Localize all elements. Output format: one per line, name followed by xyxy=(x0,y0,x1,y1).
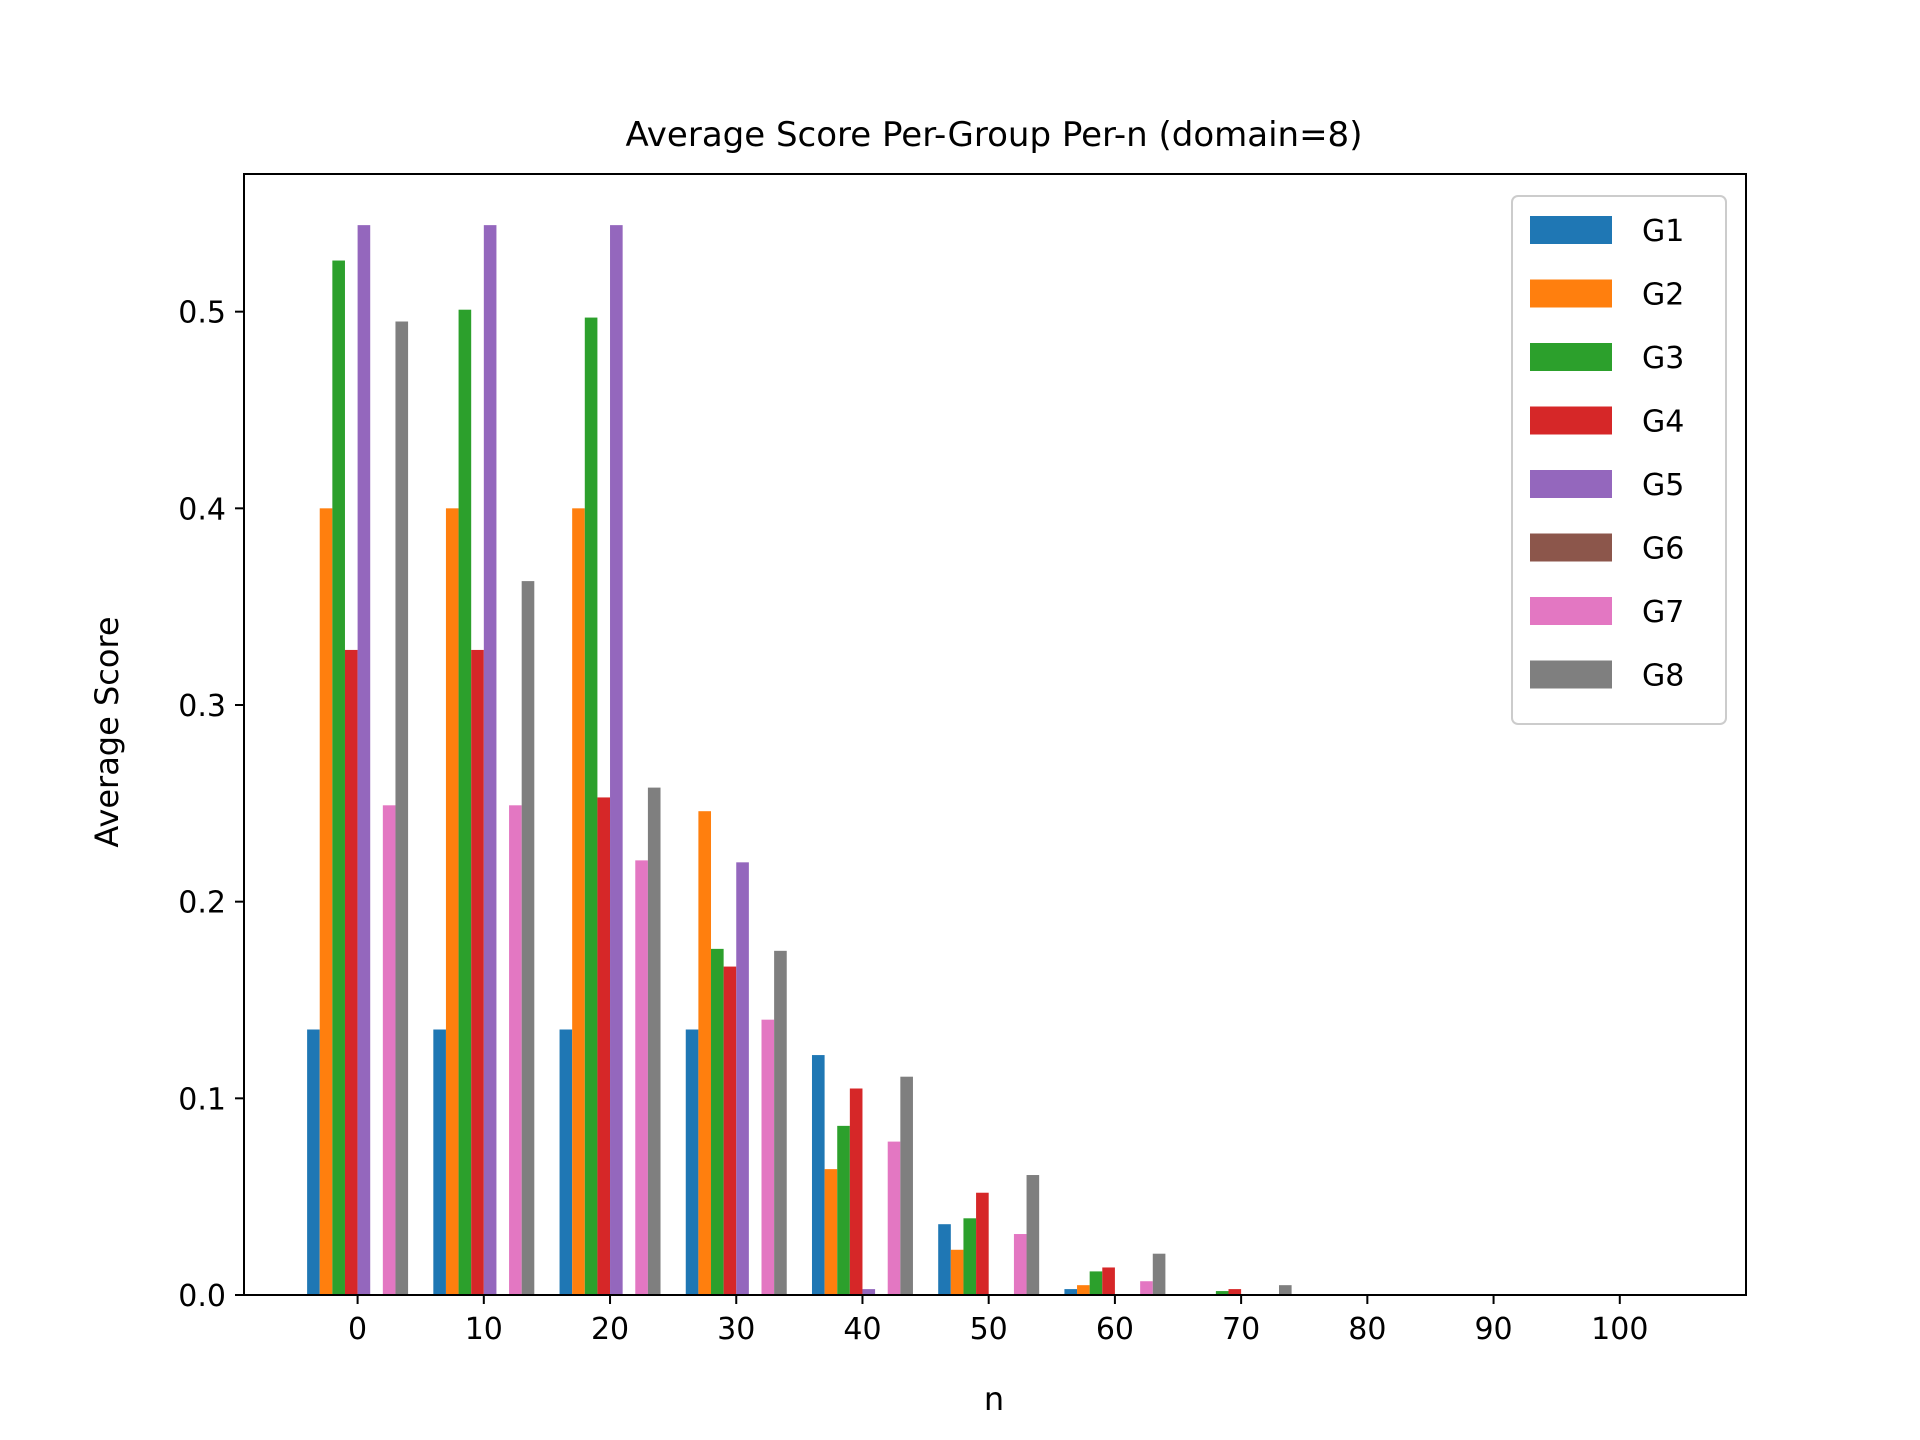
bar-g3-n0 xyxy=(332,260,345,1295)
bars-layer xyxy=(307,225,1292,1296)
bar-g1-n60 xyxy=(1064,1289,1078,1295)
bar-g4-n20 xyxy=(597,797,611,1295)
legend-label-g1: G1 xyxy=(1642,214,1684,249)
bar-g3-n30 xyxy=(711,948,724,1295)
bar-g4-n30 xyxy=(723,966,737,1295)
bar-g2-n20 xyxy=(572,508,585,1296)
bar-g8-n20 xyxy=(647,787,661,1295)
legend-label-g4: G4 xyxy=(1642,405,1684,440)
legend: G1 G2 G3 G4 G5 G6 G7 G8 xyxy=(1511,195,1727,725)
x-tick-label: 40 xyxy=(843,1312,881,1347)
bar-g1-n20 xyxy=(559,1029,573,1295)
bar-g8-n70 xyxy=(1278,1285,1292,1295)
bar-g7-n60 xyxy=(1140,1281,1153,1295)
x-tick-label: 90 xyxy=(1474,1312,1512,1347)
bar-g7-n20 xyxy=(635,860,648,1295)
plot-frame xyxy=(243,173,1747,1296)
bar-g8-n50 xyxy=(1026,1175,1040,1295)
legend-swatch-g4 xyxy=(1530,406,1612,435)
bar-g8-n40 xyxy=(900,1076,913,1295)
legend-swatch-g1 xyxy=(1530,216,1612,244)
legend-swatch-g7 xyxy=(1530,597,1612,625)
bar-g5-n40 xyxy=(862,1289,876,1295)
bar-g7-n30 xyxy=(761,1019,775,1295)
bar-g3-n10 xyxy=(458,309,472,1295)
legend-label-g3: G3 xyxy=(1642,341,1684,376)
bar-g2-n0 xyxy=(319,508,333,1296)
bar-g4-n70 xyxy=(1228,1289,1242,1295)
bar-g4-n50 xyxy=(976,1192,989,1295)
bar-g3-n70 xyxy=(1215,1291,1229,1295)
bar-g4-n0 xyxy=(344,649,358,1295)
x-tick-label: 50 xyxy=(970,1312,1008,1347)
x-tick-label: 100 xyxy=(1591,1312,1648,1347)
legend-swatch-g6 xyxy=(1530,533,1612,562)
legend-label-g2: G2 xyxy=(1642,278,1684,313)
bar-g3-n20 xyxy=(584,317,598,1295)
legend-label-g7: G7 xyxy=(1642,595,1684,630)
bar-g1-n0 xyxy=(307,1029,320,1295)
x-tick-label: 30 xyxy=(717,1312,755,1347)
x-tick-label: 80 xyxy=(1348,1312,1386,1347)
y-axis-label: Average Score xyxy=(88,616,126,847)
legend-swatch-g2 xyxy=(1530,279,1612,308)
bar-g1-n40 xyxy=(811,1055,825,1295)
bar-g8-n60 xyxy=(1152,1253,1166,1295)
bar-g4-n10 xyxy=(471,649,484,1295)
bar-g8-n0 xyxy=(395,321,409,1295)
bar-g8-n10 xyxy=(521,581,535,1295)
bar-g7-n50 xyxy=(1013,1234,1027,1295)
y-tick-label: 0.0 xyxy=(178,1279,226,1314)
chart-title: Average Score Per-Group Per-n (domain=8) xyxy=(626,115,1363,155)
bar-g2-n50 xyxy=(950,1249,964,1295)
x-tick-label: 20 xyxy=(591,1312,629,1347)
bar-g2-n10 xyxy=(445,508,459,1296)
bar-g5-n30 xyxy=(736,862,749,1295)
legend-swatch-g5 xyxy=(1530,470,1612,498)
bar-g3-n60 xyxy=(1089,1271,1103,1295)
y-tick-label: 0.1 xyxy=(178,1082,226,1117)
bar-g2-n40 xyxy=(824,1169,838,1295)
bar-g7-n0 xyxy=(382,805,396,1295)
x-tick-label: 60 xyxy=(1096,1312,1134,1347)
bar-g2-n30 xyxy=(698,811,712,1295)
bar-g4-n60 xyxy=(1102,1267,1115,1295)
bar-g1-n10 xyxy=(433,1029,446,1295)
bar-g4-n40 xyxy=(849,1088,863,1295)
bar-g5-n0 xyxy=(357,225,371,1295)
x-axis-label: n xyxy=(984,1380,1004,1418)
x-tick-label: 10 xyxy=(465,1312,503,1347)
x-tick-label: 70 xyxy=(1222,1312,1260,1347)
y-tick-label: 0.2 xyxy=(178,886,226,921)
x-axis-ticks: 0 10 20 30 40 50 60 70 80 90 100 xyxy=(348,1295,1648,1347)
y-axis-ticks: 0.0 0.1 0.2 0.3 0.4 0.5 xyxy=(178,296,244,1314)
bar-g7-n40 xyxy=(887,1141,901,1295)
x-tick-label: 0 xyxy=(348,1312,367,1347)
legend-label-g8: G8 xyxy=(1642,659,1684,694)
bar-g5-n10 xyxy=(483,225,497,1295)
bar-g3-n50 xyxy=(963,1218,977,1295)
bar-g3-n40 xyxy=(837,1125,850,1295)
bar-g2-n60 xyxy=(1077,1285,1090,1295)
y-tick-label: 0.5 xyxy=(178,296,226,331)
bar-g5-n20 xyxy=(610,225,623,1295)
legend-box xyxy=(1511,195,1727,725)
bar-g8-n30 xyxy=(774,950,787,1295)
legend-swatch-g3 xyxy=(1530,343,1612,371)
bar-g7-n10 xyxy=(509,805,522,1295)
bar-g1-n30 xyxy=(685,1029,699,1295)
legend-label-g5: G5 xyxy=(1642,468,1684,503)
legend-label-g6: G6 xyxy=(1642,532,1684,567)
y-tick-label: 0.3 xyxy=(178,689,226,724)
y-tick-label: 0.4 xyxy=(178,492,226,527)
bar-g1-n50 xyxy=(938,1224,951,1295)
legend-swatch-g8 xyxy=(1530,660,1612,689)
